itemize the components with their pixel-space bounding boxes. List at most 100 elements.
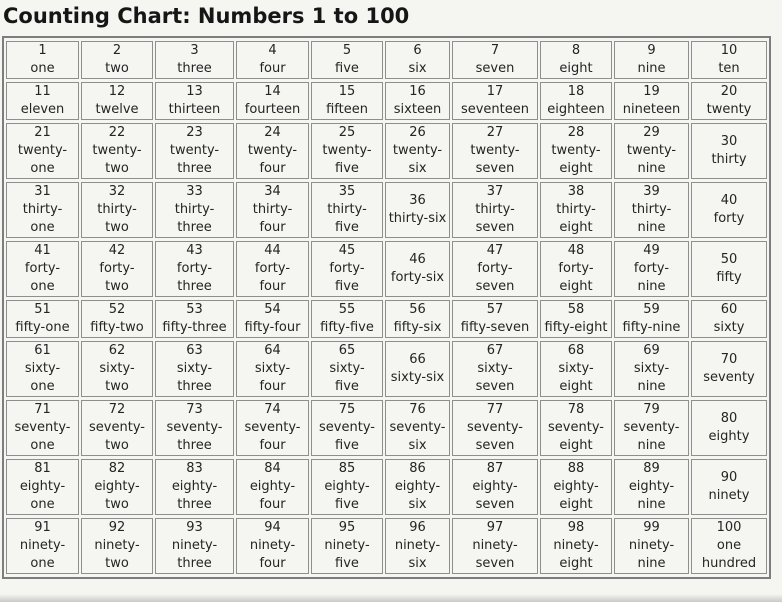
cell-56: 56 fifty-six xyxy=(385,300,450,338)
cell-12: 12 twelve xyxy=(81,82,153,120)
cell-word-line: eight xyxy=(559,497,593,512)
cell-99: 99 ninety-nine xyxy=(614,518,689,574)
cell-number: 87 xyxy=(486,461,504,476)
cell-word-line: five xyxy=(335,279,359,294)
cell-18: 18 eighteen xyxy=(540,82,612,120)
cell-21: 21 twenty-one xyxy=(6,123,79,179)
cell-35: 35 thirty-five xyxy=(311,182,383,238)
cell-word-line: six xyxy=(408,61,427,76)
cell-word-line: six xyxy=(408,161,427,176)
counting-chart-body: 1 one 2 two 3 three 4 four 5 five 6 six 7 seven 8 eight… xyxy=(6,41,767,574)
cell-9: 9 nine xyxy=(614,41,689,79)
cell-word-line: fifty-one xyxy=(15,320,70,335)
cell-10: 10 ten xyxy=(691,41,767,79)
cell-word-line: eighty- xyxy=(19,479,66,494)
cell-33: 33 thirty-three xyxy=(155,182,234,238)
cell-94: 94 ninety-four xyxy=(236,518,309,574)
cell-word-line: two xyxy=(105,497,129,512)
cell-word-line: five xyxy=(335,161,359,176)
cell-word-line: sixty- xyxy=(176,361,213,376)
cell-word-line: four xyxy=(259,556,286,571)
cell-word-line: eighteen xyxy=(547,102,605,117)
cell-word-line: forty- xyxy=(329,261,365,276)
cell-64: 64 sixty-four xyxy=(236,341,309,397)
cell-number: 7 xyxy=(490,43,500,58)
cell-number: 64 xyxy=(264,343,281,358)
cell-word-line: ninety- xyxy=(249,538,296,553)
cell-word-line: seven xyxy=(475,438,515,453)
cell-word-line: forty xyxy=(713,211,745,226)
cell-number: 86 xyxy=(409,461,426,476)
cell-46: 46 forty-six xyxy=(385,241,450,297)
cell-word-line: three xyxy=(177,61,212,76)
cell-number: 84 xyxy=(264,461,281,476)
cell-number: 24 xyxy=(264,125,281,140)
cell-number: 9 xyxy=(647,43,656,58)
cell-word-line: ten xyxy=(718,61,740,76)
cell-word-line: twenty xyxy=(706,102,752,117)
cell-number: 46 xyxy=(409,252,426,267)
cell-number: 91 xyxy=(34,520,51,535)
cell-73: 73 seventy-three xyxy=(155,400,234,456)
cell-word-line: five xyxy=(335,497,359,512)
cell-word-line: thirty- xyxy=(475,202,515,217)
cell-number: 83 xyxy=(186,461,203,476)
cell-number: 21 xyxy=(34,125,51,140)
cell-number: 36 xyxy=(409,193,426,208)
cell-word-line: six xyxy=(408,497,427,512)
bottom-shadow xyxy=(0,594,782,602)
cell-word-line: ninety- xyxy=(553,538,599,553)
cell-number: 10 xyxy=(720,43,738,58)
cell-word-line: five xyxy=(335,61,359,76)
cell-6: 6 six xyxy=(385,41,450,79)
cell-word-line: forty- xyxy=(99,261,135,276)
cell-word-line: eighty- xyxy=(249,479,296,494)
cell-number: 90 xyxy=(720,470,738,485)
cell-word-line: eight xyxy=(559,161,593,176)
cell-word-line: three xyxy=(177,220,212,235)
cell-74: 74 seventy-four xyxy=(236,400,309,456)
cell-word-line: thirty xyxy=(711,152,747,167)
cell-number: 6 xyxy=(413,43,422,58)
cell-word-line: fifty-two xyxy=(90,320,144,335)
cell-number: 94 xyxy=(264,520,281,535)
cell-number: 58 xyxy=(567,302,585,317)
cell-number: 48 xyxy=(567,243,585,258)
cell-word-line: four xyxy=(259,379,286,394)
cell-word-line: one xyxy=(30,438,55,453)
cell-word-line: one xyxy=(30,379,55,394)
cell-number: 96 xyxy=(409,520,426,535)
cell-number: 54 xyxy=(264,302,281,317)
cell-number: 51 xyxy=(34,302,51,317)
cell-word-line: sixty- xyxy=(99,361,135,376)
cell-word-line: fifty-seven xyxy=(460,320,530,335)
cell-7: 7 seven xyxy=(452,41,538,79)
cell-word-line: nine xyxy=(637,161,666,176)
cell-27: 27 twenty-seven xyxy=(452,123,538,179)
cell-number: 47 xyxy=(486,243,504,258)
cell-number: 25 xyxy=(338,125,356,140)
cell-word-line: eighty xyxy=(708,429,750,444)
cell-93: 93 ninety-three xyxy=(155,518,234,574)
cell-word-line: five xyxy=(335,438,359,453)
table-row: 1 one 2 two 3 three 4 four 5 five 6 six 7 seven 8 eight… xyxy=(6,41,767,79)
cell-number: 34 xyxy=(264,184,281,199)
cell-word-line: nineteen xyxy=(622,102,681,117)
cell-word-line: four xyxy=(259,279,286,294)
cell-83: 83 eighty-three xyxy=(155,459,234,515)
cell-84: 84 eighty-four xyxy=(236,459,309,515)
cell-word-line: three xyxy=(177,438,212,453)
cell-word-line: thirty- xyxy=(631,202,672,217)
cell-word-line: three xyxy=(177,556,212,571)
cell-word-line: five xyxy=(335,379,359,394)
cell-word-line: six xyxy=(408,438,427,453)
cell-number: 43 xyxy=(186,243,203,258)
cell-29: 29 twenty-nine xyxy=(614,123,689,179)
cell-number: 75 xyxy=(338,402,356,417)
cell-66: 66 sixty-six xyxy=(385,341,450,397)
cell-word-line: forty- xyxy=(477,261,513,276)
cell-19: 19 nineteen xyxy=(614,82,689,120)
cell-47: 47 forty-seven xyxy=(452,241,538,297)
cell-word-line: seven xyxy=(475,279,515,294)
cell-word-line: two xyxy=(105,161,129,176)
